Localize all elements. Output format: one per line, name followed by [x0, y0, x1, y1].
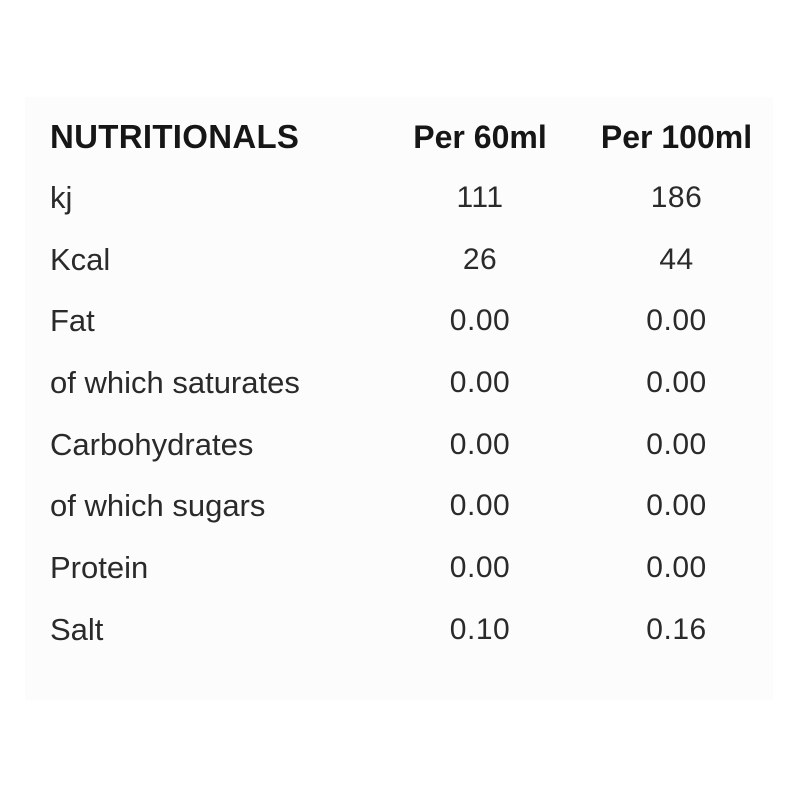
row-value-per60: 26	[462, 242, 498, 276]
table-row: Protein 0.00 0.00	[50, 537, 773, 599]
row-label: Protein	[50, 549, 149, 585]
row-value-per60: 0.10	[449, 612, 511, 646]
row-value-per60: 0.00	[449, 489, 511, 523]
nutrition-table-header-row: NUTRITIONALS Per 60ml Per 100ml	[50, 97, 773, 167]
row-value-per60: 0.00	[449, 304, 511, 338]
table-row: of which sugars 0.00 0.00	[50, 475, 773, 537]
row-value-per100: 0.16	[646, 612, 707, 646]
table-title: NUTRITIONALS	[50, 118, 300, 155]
row-value-per100: 0.00	[646, 427, 707, 461]
row-value-per60: 0.00	[449, 427, 511, 461]
row-label: of which sugars	[50, 488, 266, 524]
row-value-per60: 111	[456, 180, 504, 214]
row-label: kj	[50, 179, 73, 215]
column-header-per-60ml: Per 60ml	[413, 118, 547, 155]
row-value-per60: 0.00	[449, 550, 511, 584]
column-header-per-100ml: Per 100ml	[600, 118, 753, 155]
row-label: of which saturates	[50, 364, 300, 400]
row-value-per100: 44	[659, 242, 694, 276]
row-label: Fat	[50, 303, 95, 339]
row-value-per60: 0.00	[449, 365, 511, 399]
row-value-per100: 186	[650, 180, 703, 214]
row-value-per100: 0.00	[646, 304, 707, 338]
row-label: Salt	[50, 611, 104, 647]
table-row: Fat 0.00 0.00	[50, 290, 773, 352]
table-row: Kcal 26 44	[50, 229, 773, 291]
table-row: of which saturates 0.00 0.00	[50, 352, 773, 414]
table-row: Carbohydrates 0.00 0.00	[50, 414, 773, 476]
row-value-per100: 0.00	[646, 550, 707, 584]
table-row: Salt 0.10 0.16	[50, 599, 773, 661]
row-label: Carbohydrates	[50, 426, 254, 462]
nutrition-table-card: NUTRITIONALS Per 60ml Per 100ml kj 111 1…	[25, 97, 773, 700]
table-row: kj 111 186	[50, 167, 773, 229]
row-value-per100: 0.00	[646, 489, 707, 523]
row-value-per100: 0.00	[646, 365, 707, 399]
row-label: Kcal	[50, 241, 111, 277]
